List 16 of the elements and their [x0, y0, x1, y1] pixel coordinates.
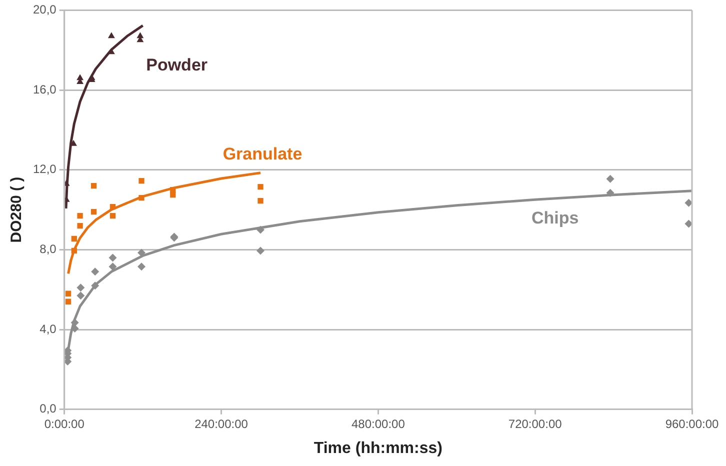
series-label: Powder [146, 55, 208, 74]
y-axis-title: DO280 ( ) [8, 176, 26, 243]
x-tick-label: 240:00:00 [194, 416, 248, 431]
x-axis-title: Time (hh:mm:ss) [314, 440, 442, 457]
y-tick-label: 0,0 [40, 402, 57, 416]
series-label: Chips [531, 208, 579, 228]
series-label: Granulate [222, 144, 302, 164]
x-tick-label: 960:00:00 [665, 416, 720, 431]
y-tick-label: 12,0 [32, 162, 57, 176]
x-tick-label: 720:00:00 [508, 416, 562, 431]
y-tick-label: 20,0 [32, 2, 57, 17]
y-tick-label: 16,0 [32, 82, 57, 96]
y-tick-label: 4,0 [40, 322, 57, 336]
y-tick-label: 8,0 [40, 242, 57, 256]
x-tick-label: 0:00:00 [44, 416, 85, 431]
x-tick-label: 480:00:00 [351, 416, 406, 431]
